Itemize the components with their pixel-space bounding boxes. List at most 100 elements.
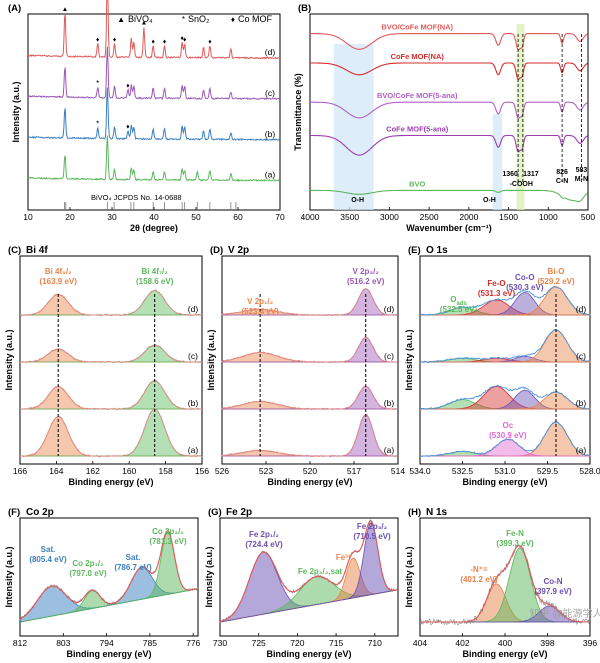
x-tick-label: 812 (13, 638, 27, 648)
series-label: CoFe MOF(5-ana) (386, 125, 449, 134)
x-tick-label: 2500 (420, 212, 439, 222)
panel-d: 526 523 520 517 514 Binding energy (eV) Intens… (206, 245, 405, 487)
series-label: (a) (188, 445, 199, 455)
x-tick-label: 404 (413, 638, 427, 648)
peak-label-subscript: ads (456, 301, 467, 307)
band-label: M-N (575, 176, 588, 183)
x-tick-label: 532.5 (452, 466, 474, 476)
x-tick-label: 402 (455, 638, 469, 648)
peak-marker: ♦ (163, 38, 167, 45)
peak-label: -N⁺= (470, 565, 488, 574)
peak-value: (163.9 eV) (40, 277, 78, 286)
peak-label: Fe 2p₃/₂ (357, 522, 388, 531)
peak-value: (805.4 eV) (29, 555, 67, 564)
band-label: O-H (351, 197, 364, 204)
x-tick-label: 514 (391, 466, 405, 476)
x-axis-label: Binding energy (eV) (68, 477, 153, 487)
band-label: C-N (556, 178, 568, 185)
x-axis-label: Binding energy (eV) (267, 477, 352, 487)
peak-value: (724.4 eV) (245, 540, 283, 549)
x-tick-label: 776 (186, 638, 200, 648)
x-tick-label: 2000 (459, 212, 478, 222)
envelope-line (19, 407, 203, 458)
peak-value: (530.3 eV) (506, 283, 544, 292)
peak-fill (222, 414, 398, 457)
peak-fill (420, 605, 590, 623)
x-tick-label: 156 (195, 466, 209, 476)
legend-symbol: ▲ (117, 15, 125, 24)
x-axis-label: Binding energy (eV) (462, 477, 547, 487)
x-axis-label: Wavenumber (cm⁻¹) (406, 223, 491, 233)
legend-label: Co MOF (238, 14, 273, 24)
x-tick-label: 523 (259, 466, 273, 476)
peak-marker: * (96, 120, 99, 129)
peak-value: (786.7 eV) (114, 563, 152, 572)
peak-label: Fe-N (506, 529, 524, 538)
legend-label: BiVO₄ (128, 14, 153, 24)
xrd-series-line (27, 87, 281, 142)
envelope-line (19, 289, 203, 317)
x-tick-label: 534.0 (409, 466, 431, 476)
x-tick-label: 20 (65, 212, 75, 222)
peak-marker: ♦ (96, 37, 100, 44)
peak-label: V 2p₁/₂ (247, 297, 273, 306)
x-axis-label: Binding energy (eV) (66, 649, 151, 659)
peak-label: Oc (502, 421, 513, 430)
band-label: 1317 (523, 171, 539, 178)
peak-value: (399.3 eV) (496, 539, 534, 548)
ftir-series-line (310, 33, 588, 51)
peak-marker: ♦ (208, 38, 212, 45)
x-tick-label: 529.5 (537, 466, 559, 476)
panel-label: (B) (298, 3, 311, 14)
plot-frame (309, 13, 589, 211)
peak-label: Sat. (126, 553, 141, 562)
panel-label: (F) (8, 507, 20, 518)
peak-label: Bi-O (548, 267, 565, 276)
peak-label: V 2p₃/₂ (353, 267, 380, 276)
y-axis-label: Intensity (a.u.) (206, 329, 216, 390)
x-tick-label: 725 (252, 638, 266, 648)
peak-value: (781.3 eV) (149, 537, 187, 546)
peak-marker: ♦ (151, 38, 155, 45)
legend-label: SnO₂ (188, 14, 210, 24)
watermark-text: 知乎 @能源学人 (530, 607, 600, 620)
peak-value: (523.4 eV) (241, 307, 279, 316)
peak-label: Fe³⁺ (336, 553, 352, 562)
x-tick-label: 526 (215, 466, 229, 476)
y-axis-label: Intensity (a.u.) (4, 546, 14, 607)
xrd-series-line (28, 135, 281, 182)
xrd-series-line (27, 0, 281, 60)
x-tick-label: 528.0 (579, 466, 600, 476)
envelope-line (419, 328, 589, 364)
peak-marker: ♦ (113, 37, 117, 44)
plot-frame (19, 517, 199, 637)
x-tick-label: 1500 (499, 212, 518, 222)
panel-e: 534.0 532.5 531.0 529.5 528.0 Binding energy … (404, 245, 600, 487)
series-label: CoFe MOF(NA) (391, 52, 445, 61)
band-label: O-H (483, 197, 496, 204)
panel-b: 4000 3500 3000 2500 2000 1500 1000 500 Wavenumbe… (293, 3, 595, 233)
x-tick-label: 162 (86, 466, 100, 476)
envelope-line (221, 414, 398, 458)
series-label: (b) (384, 398, 395, 408)
x-axis-label: Binding energy (eV) (266, 649, 351, 659)
reference-label: BiVO₄ JCPDS No. 14-0688 (91, 193, 182, 202)
envelope-line (219, 520, 398, 623)
x-tick-label: 50 (191, 212, 201, 222)
envelope-line (19, 344, 203, 364)
panel-title: Bi 4f (26, 245, 48, 256)
peak-label: Bi 4f₇/₂ (142, 267, 169, 276)
series-label: BVO/CoFe MOF(NA) (381, 23, 453, 32)
envelope-line (221, 385, 398, 411)
series-label: (c) (384, 351, 394, 361)
x-tick-label: 160 (122, 466, 136, 476)
panel-title: Co 2p (26, 507, 54, 518)
x-axis-label: Binding energy (eV) (462, 649, 547, 659)
envelope-line (19, 380, 203, 411)
peak-marker: * (96, 79, 99, 88)
band-label: 826 (556, 169, 568, 176)
ftir-series-line (310, 134, 588, 156)
peak-label: Sat. (41, 545, 56, 554)
peak-label: Co-O (515, 273, 535, 282)
